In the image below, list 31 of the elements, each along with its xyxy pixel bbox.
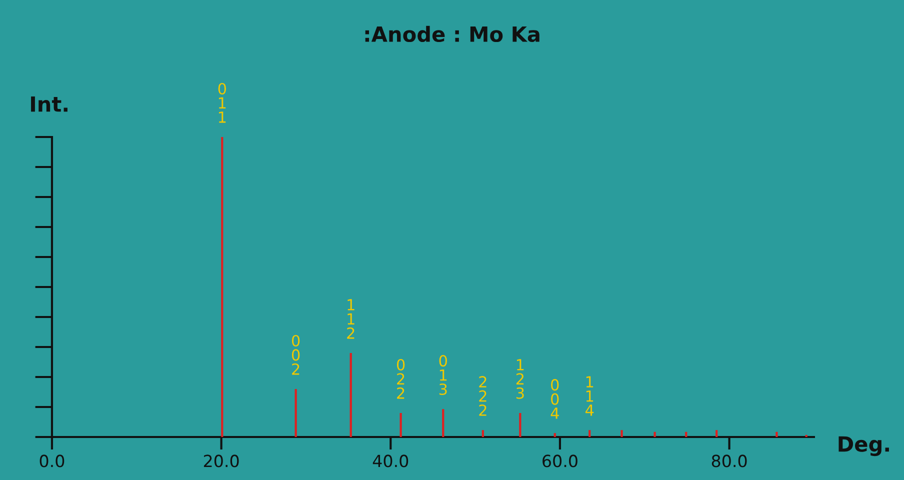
annotation: 114 — [585, 376, 594, 416]
annotation: 222 — [479, 376, 486, 416]
bar — [400, 412, 402, 437]
annotation: 112 — [347, 299, 354, 339]
bar — [654, 432, 656, 437]
bar — [685, 432, 688, 437]
chart-title: :Anode : Mo Ka — [365, 26, 540, 42]
bar — [294, 388, 297, 437]
bar — [716, 430, 718, 437]
annotation: 002 — [292, 334, 300, 375]
bar — [554, 433, 556, 437]
bar — [350, 352, 352, 437]
annotation: 011 — [218, 82, 226, 123]
x-tick-label: 60.0 — [542, 454, 578, 468]
bar — [482, 430, 484, 437]
annotation: 123 — [516, 359, 524, 399]
x-tick-label: 80.0 — [712, 454, 747, 468]
bar — [620, 430, 623, 437]
annotation: 013 — [439, 355, 447, 396]
bar — [519, 412, 522, 437]
annotation: 004 — [550, 379, 559, 419]
x-tick-label: 40.0 — [372, 454, 408, 468]
bar — [442, 409, 444, 437]
bar — [221, 136, 224, 437]
y-axis-title: Int. — [31, 96, 68, 112]
x-tick-label: 20.0 — [204, 454, 239, 468]
x-axis-title: Deg. — [838, 436, 889, 456]
annotation: 022 — [396, 358, 405, 399]
x-tick-label: 0.0 — [40, 454, 64, 468]
bar — [776, 432, 778, 437]
bar — [588, 430, 591, 437]
